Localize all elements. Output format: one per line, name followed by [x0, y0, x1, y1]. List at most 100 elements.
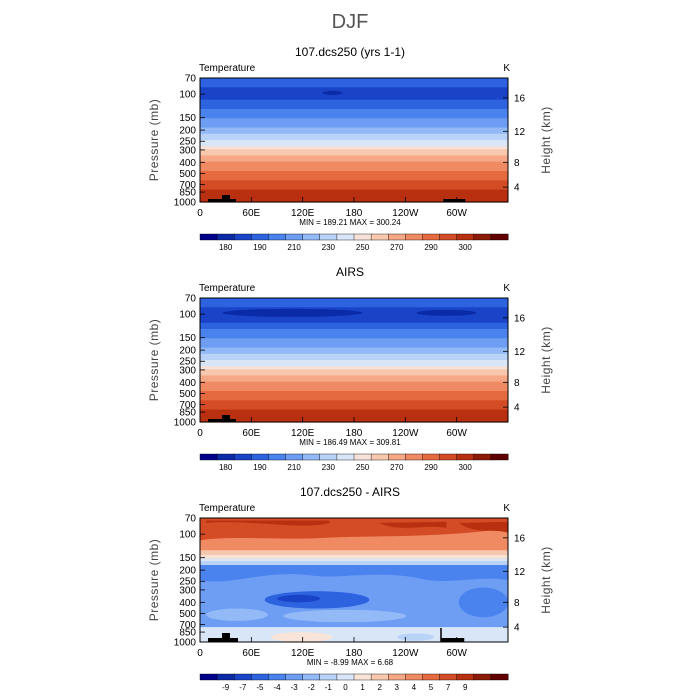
temperature-band [200, 112, 508, 116]
y-tick-label: 70 [185, 294, 197, 305]
temperature-band [200, 152, 508, 157]
colorbar-box [234, 233, 252, 241]
transition-band [200, 550, 508, 557]
colorbar-label: 190 [253, 463, 267, 472]
x-tick-label: 120W [392, 208, 419, 219]
temperature-band [200, 369, 508, 373]
temperature-band [200, 87, 508, 91]
y2-tick-label: 4 [514, 623, 520, 634]
colorbar-label: 9 [463, 683, 468, 692]
temperature-band [200, 406, 508, 411]
temperature-band [200, 84, 508, 88]
x-tick-label: 0 [197, 208, 203, 219]
y2-axis-label: Height (km) [539, 546, 553, 614]
y-tick-label: 250 [179, 357, 196, 368]
temperature-band [200, 93, 508, 98]
temperature-band [200, 319, 508, 324]
y-tick-label: 700 [179, 180, 196, 191]
colorbar-box [216, 453, 235, 461]
temperature-band [200, 115, 508, 119]
temperature-band [200, 186, 508, 191]
colorbar-box [422, 673, 441, 681]
colorbar-box [319, 233, 338, 241]
y-tick-label: 200 [179, 566, 196, 577]
temperature-band [200, 307, 508, 311]
colorbar-box [285, 233, 304, 241]
colorbar-box [405, 453, 423, 461]
warm-bias [378, 521, 447, 528]
temperature-band [200, 325, 508, 330]
colorbar-label: 180 [219, 463, 233, 472]
terrain [208, 633, 238, 642]
x-tick-label: 120E [291, 208, 315, 219]
colorbar-box [251, 453, 269, 461]
temperature-band [200, 174, 508, 178]
transition-band [200, 561, 508, 566]
cold-core [322, 90, 343, 95]
y-tick-label: 200 [179, 346, 196, 357]
panel-unit-label: K [503, 283, 510, 294]
panel-title: 107.dcs250 - AIRS [300, 485, 400, 499]
colorbar-box [473, 453, 492, 461]
heatmap-field [200, 78, 508, 203]
colorbar-box [199, 673, 218, 681]
y-tick-label: 150 [179, 553, 196, 564]
panel-left-label: Temperature [199, 283, 256, 294]
y-tick-label: 100 [179, 310, 196, 321]
colorbar-label: 210 [287, 243, 301, 252]
colorbar-label: 0 [343, 683, 348, 692]
temperature-band [200, 363, 508, 367]
y-tick-label: 250 [179, 577, 196, 588]
y-tick-label: 400 [179, 158, 196, 169]
transition-band [200, 558, 508, 562]
x-tick-label: 60E [242, 648, 260, 659]
colorbar-box [422, 233, 441, 241]
y-tick-label: 500 [179, 609, 196, 620]
colorbar-label: 300 [459, 463, 473, 472]
colorbar-box [302, 673, 321, 681]
temperature-band [200, 353, 508, 358]
temperature-band [200, 313, 508, 318]
terrain [208, 195, 236, 202]
y-tick-label: 850 [179, 408, 196, 419]
x-tick-label: 120E [291, 648, 315, 659]
y2-axis-label: Height (km) [539, 106, 553, 174]
temperature-band [200, 167, 508, 172]
colorbar-label: 290 [424, 243, 438, 252]
y-tick-label: 100 [179, 90, 196, 101]
x-tick-label: 180 [346, 428, 363, 439]
temperature-band [200, 81, 508, 85]
temperature-band [200, 329, 508, 333]
cold-bias [277, 594, 321, 603]
temperature-band [200, 304, 508, 308]
terrain [440, 638, 465, 642]
temperature-band [200, 384, 508, 389]
temperature-band [200, 127, 508, 132]
colorbar-box [251, 233, 269, 241]
colorbar-box [439, 453, 458, 461]
temperature-band [200, 192, 508, 197]
colorbar-box [285, 673, 304, 681]
warm-bias [206, 520, 330, 526]
colorbar-box [370, 453, 389, 461]
panel-title: 107.dcs250 (yrs 1-1) [295, 45, 405, 59]
cold-bias [458, 587, 508, 618]
temperature-band [200, 338, 508, 342]
temperature-band [200, 301, 508, 305]
stats-label: MIN = 186.49 MAX = 309.81 [299, 438, 401, 447]
colorbar-box [353, 233, 372, 241]
y2-tick-label: 8 [514, 598, 520, 609]
temperature-band [200, 400, 508, 404]
terrain [440, 628, 442, 638]
y-tick-label: 500 [179, 389, 196, 400]
y-tick-label: 850 [179, 628, 196, 639]
temperature-band [200, 136, 508, 141]
x-tick-label: 0 [197, 648, 203, 659]
temperature-band [200, 322, 508, 327]
x-tick-label: 60E [242, 208, 260, 219]
temperature-band [200, 177, 508, 181]
colorbar-label: 7 [446, 683, 451, 692]
